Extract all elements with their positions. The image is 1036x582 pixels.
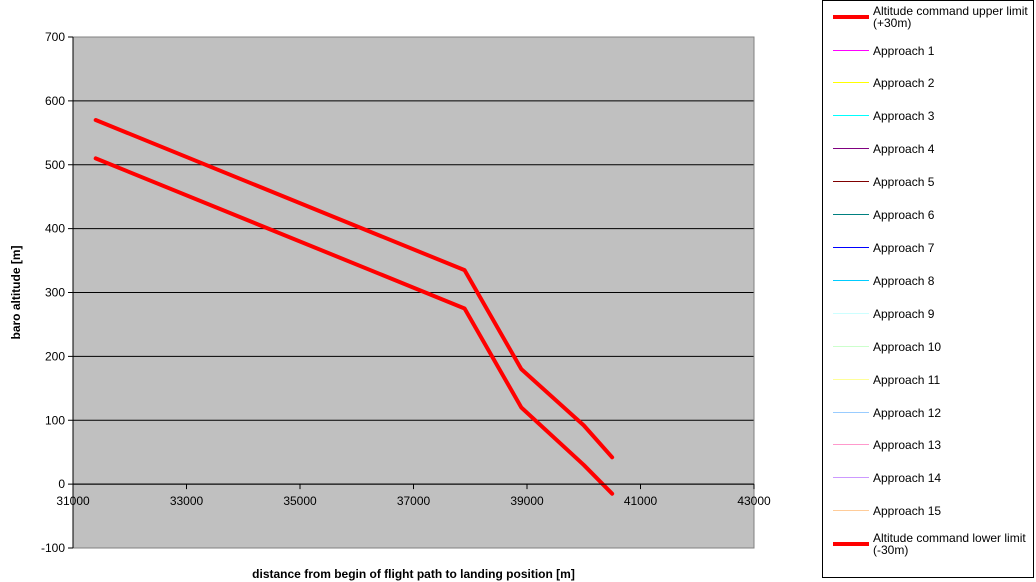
y-tick-label: 200: [45, 349, 65, 363]
series-line: [93, 118, 615, 460]
legend-swatch: [833, 280, 869, 281]
legend-swatch: [833, 148, 869, 149]
legend-swatch: [833, 50, 869, 51]
legend-label: Altitude command lower limit (-30m): [873, 531, 1026, 557]
legend-swatch: [833, 313, 869, 314]
x-tick-label: 33000: [170, 494, 204, 508]
legend-swatch: [833, 247, 869, 248]
series-line: [93, 156, 615, 496]
legend-swatch: [833, 444, 869, 445]
y-tick-labels: -100 0 100 200 300 400 500 600 700: [41, 30, 73, 555]
legend-label: Approach 15: [873, 504, 942, 518]
y-tick-label: 100: [45, 413, 65, 427]
legend-label: Approach 13: [873, 438, 942, 452]
legend-swatch: [833, 82, 869, 83]
legend-label: Approach 10: [873, 340, 942, 354]
legend-label: Approach 2: [873, 76, 935, 90]
legend-label: Approach 1: [873, 44, 935, 58]
legend-swatch: [833, 115, 869, 116]
legend-label: Approach 4: [873, 142, 935, 156]
series-layer: [93, 118, 615, 496]
x-tick-label: 41000: [624, 494, 658, 508]
legend-swatch: [833, 477, 869, 478]
legend-swatch: [833, 346, 869, 347]
x-tick-label: 31000: [56, 494, 90, 508]
x-tick-labels: 31000 33000 35000 37000 39000 41000 43000: [56, 484, 771, 508]
legend-label: Approach 8: [873, 274, 935, 288]
x-axis-title: distance from begin of flight path to la…: [252, 567, 575, 581]
legend-swatch: [833, 542, 869, 546]
legend-label: Approach 5: [873, 175, 935, 189]
x-tick-label: 35000: [283, 494, 317, 508]
y-tick-label: 600: [45, 94, 65, 108]
legend-swatch: [833, 412, 869, 413]
legend-label: Approach 6: [873, 208, 935, 222]
legend: Altitude command upper limit (+30m) Appro…: [822, 0, 1034, 578]
legend-label: Approach 12: [873, 406, 942, 420]
legend-label: Approach 14: [873, 471, 942, 485]
y-axis-title: baro altitude [m]: [9, 245, 23, 339]
chart-area: 31000 33000 35000 37000 39000 41000 43000 -100…: [9, 30, 771, 581]
x-tick-label: 37000: [397, 494, 431, 508]
legend-swatch: [833, 181, 869, 182]
legend-label: Altitude command upper limit (+30m): [873, 4, 1028, 30]
y-tick-label: 0: [58, 477, 65, 491]
legend-label: Approach 7: [873, 241, 935, 255]
legend-swatch: [833, 214, 869, 215]
y-tick-label: 400: [45, 222, 65, 236]
x-tick-label: 39000: [510, 494, 544, 508]
legend-label: Approach 3: [873, 109, 935, 123]
legend-swatch: [833, 379, 869, 380]
y-tick-label: 500: [45, 158, 65, 172]
x-tick-label: 43000: [737, 494, 771, 508]
legend-label: Approach 9: [873, 307, 935, 321]
legend-label: Approach 11: [873, 373, 941, 387]
legend-swatch: [833, 15, 869, 19]
y-tick-label: 700: [45, 30, 65, 44]
y-tick-label: 300: [45, 286, 65, 300]
legend-swatch: [833, 510, 869, 511]
y-tick-label: -100: [41, 541, 65, 555]
